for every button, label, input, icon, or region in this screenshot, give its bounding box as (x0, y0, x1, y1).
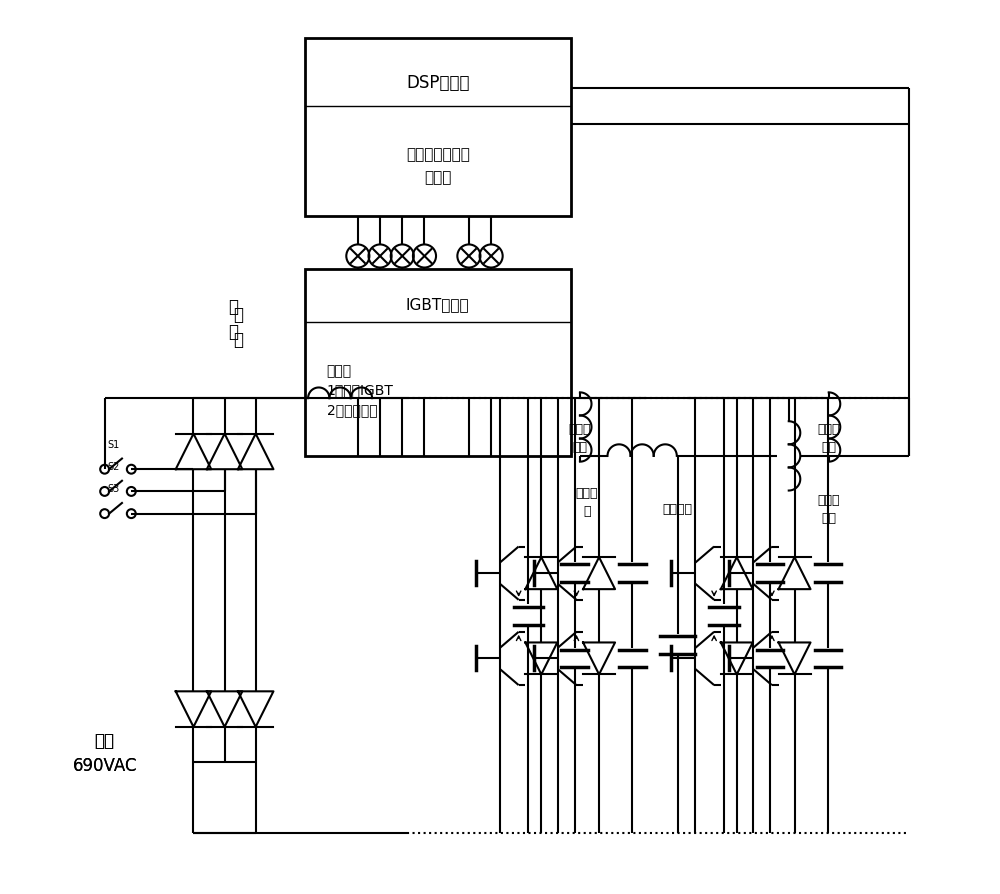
Text: 加热线
圈: 加热线 圈 (576, 486, 598, 518)
Text: 光
纤: 光 纤 (233, 306, 243, 349)
Text: DSP控制器: DSP控制器 (406, 73, 470, 92)
Text: IGBT驱动板: IGBT驱动板 (406, 298, 470, 312)
Bar (305, 38, 571, 216)
Bar (305, 269, 571, 456)
Text: 三相
690VAC: 三相 690VAC (72, 732, 137, 775)
Text: 功能：
1、驱动IGBT
2、故障保护: 功能： 1、驱动IGBT 2、故障保护 (327, 364, 394, 417)
Text: 平波电
抗器: 平波电 抗器 (817, 423, 840, 453)
Text: S1: S1 (107, 440, 120, 450)
Text: 平波电
抗器: 平波电 抗器 (569, 423, 591, 453)
Text: S2: S2 (107, 462, 120, 472)
Text: 三相
690VAC: 三相 690VAC (72, 732, 137, 775)
Text: 电流互
感器: 电流互 感器 (817, 493, 840, 525)
Text: 由主控板和采集
板构成: 由主控板和采集 板构成 (406, 148, 470, 185)
Text: 光
纤: 光 纤 (228, 299, 238, 342)
Text: S3: S3 (107, 484, 120, 494)
Text: 补偶电容: 补偶电容 (663, 502, 693, 516)
